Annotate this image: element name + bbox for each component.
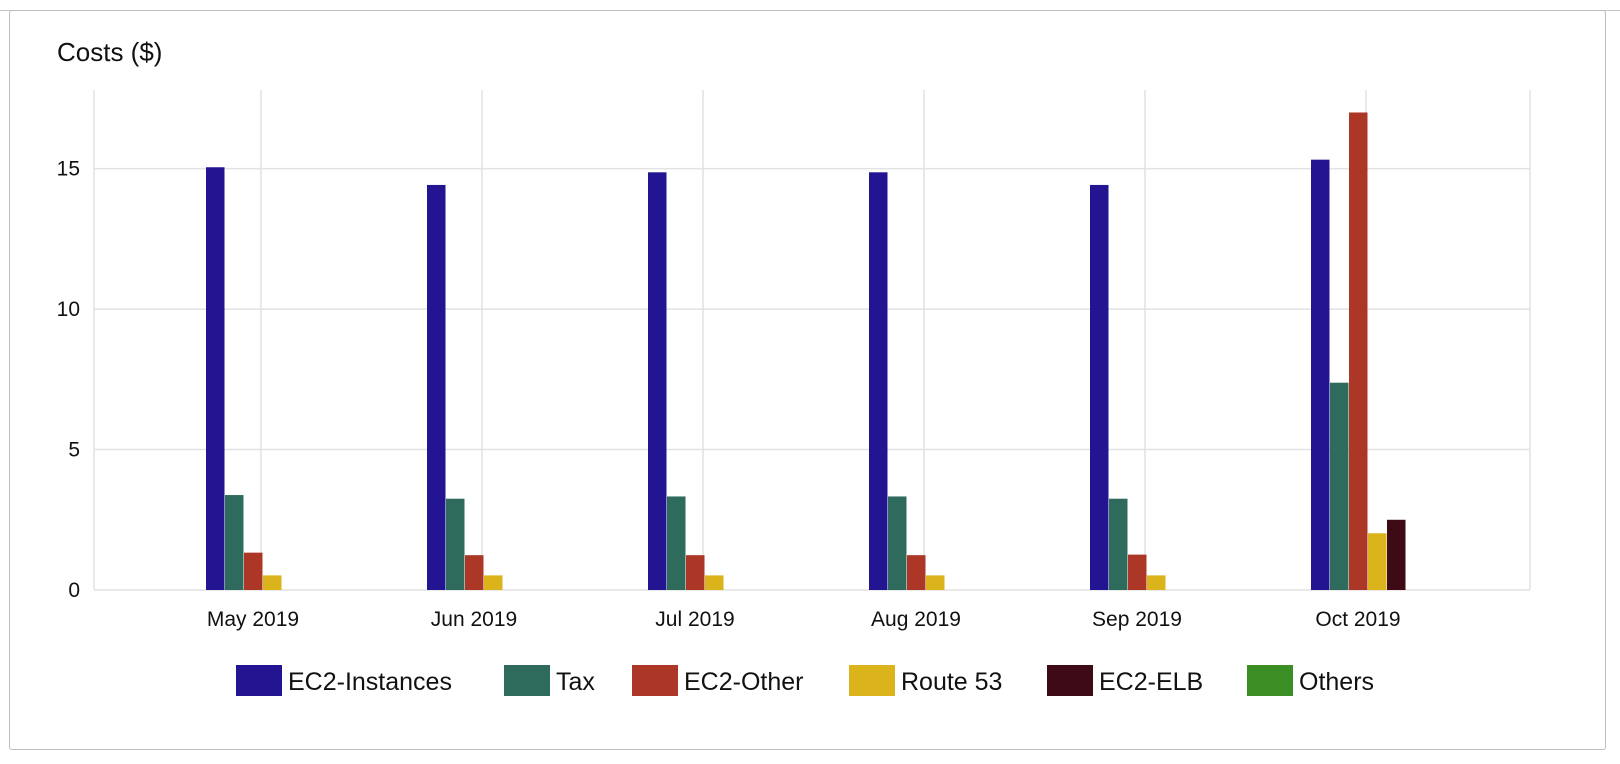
legend-label: EC2-ELB [1099, 668, 1203, 696]
legend-swatch [1047, 665, 1093, 696]
x-tick-label: May 2019 [207, 608, 299, 631]
bar-tax-sep-2019 [1109, 498, 1128, 590]
x-tick-label: Jul 2019 [655, 608, 734, 631]
legend-label: Tax [556, 668, 595, 696]
chart-title: Costs ($) [57, 37, 163, 67]
y-tick-label: 10 [57, 298, 80, 321]
bar-ec2-instances-oct-2019 [1311, 159, 1330, 591]
legend-label: Route 53 [901, 668, 1002, 696]
bar-ec2-other-sep-2019 [1128, 554, 1147, 590]
bar-route-53-aug-2019 [926, 575, 945, 590]
x-tick-label: Sep 2019 [1092, 608, 1182, 631]
bar-route-53-sep-2019 [1147, 575, 1166, 590]
bar-route-53-jul-2019 [705, 575, 724, 590]
y-tick-label: 5 [68, 439, 80, 462]
bar-ec2-instances-aug-2019 [869, 172, 888, 590]
bar-ec2-instances-may-2019 [206, 167, 225, 590]
legend-label: EC2-Instances [288, 668, 452, 696]
bar-route-53-jun-2019 [484, 575, 503, 590]
bar-ec2-instances-jul-2019 [648, 172, 667, 590]
legend-swatch [632, 665, 678, 696]
bar-ec2-other-may-2019 [244, 552, 263, 590]
legend-label: EC2-Other [684, 668, 803, 696]
legend-swatch [1247, 665, 1293, 696]
bar-ec2-other-aug-2019 [907, 555, 926, 590]
bar-tax-oct-2019 [1330, 382, 1349, 590]
bar-route-53-may-2019 [263, 575, 282, 590]
chart-panel: Costs ($) [9, 10, 1606, 750]
bar-tax-may-2019 [225, 495, 244, 590]
bar-tax-jun-2019 [446, 498, 465, 590]
bar-ec2-other-jul-2019 [686, 555, 705, 590]
bar-route-53-oct-2019 [1368, 533, 1387, 590]
x-tick-label: Oct 2019 [1315, 608, 1400, 631]
legend-swatch [504, 665, 550, 696]
bar-ec2-instances-sep-2019 [1090, 184, 1109, 590]
x-tick-label: Aug 2019 [871, 608, 961, 631]
legend-swatch [849, 665, 895, 696]
y-tick-label: 15 [57, 158, 80, 181]
bar-tax-jul-2019 [667, 496, 686, 590]
y-tick-label: 0 [68, 579, 80, 602]
bar-ec2-other-jun-2019 [465, 555, 484, 590]
bar-ec2-elb-oct-2019 [1387, 519, 1406, 590]
bar-ec2-instances-jun-2019 [427, 184, 446, 590]
x-tick-label: Jun 2019 [431, 608, 517, 631]
bar-ec2-other-oct-2019 [1349, 112, 1368, 590]
legend-label: Others [1299, 668, 1374, 696]
bar-tax-aug-2019 [888, 496, 907, 590]
legend-swatch [236, 665, 282, 696]
